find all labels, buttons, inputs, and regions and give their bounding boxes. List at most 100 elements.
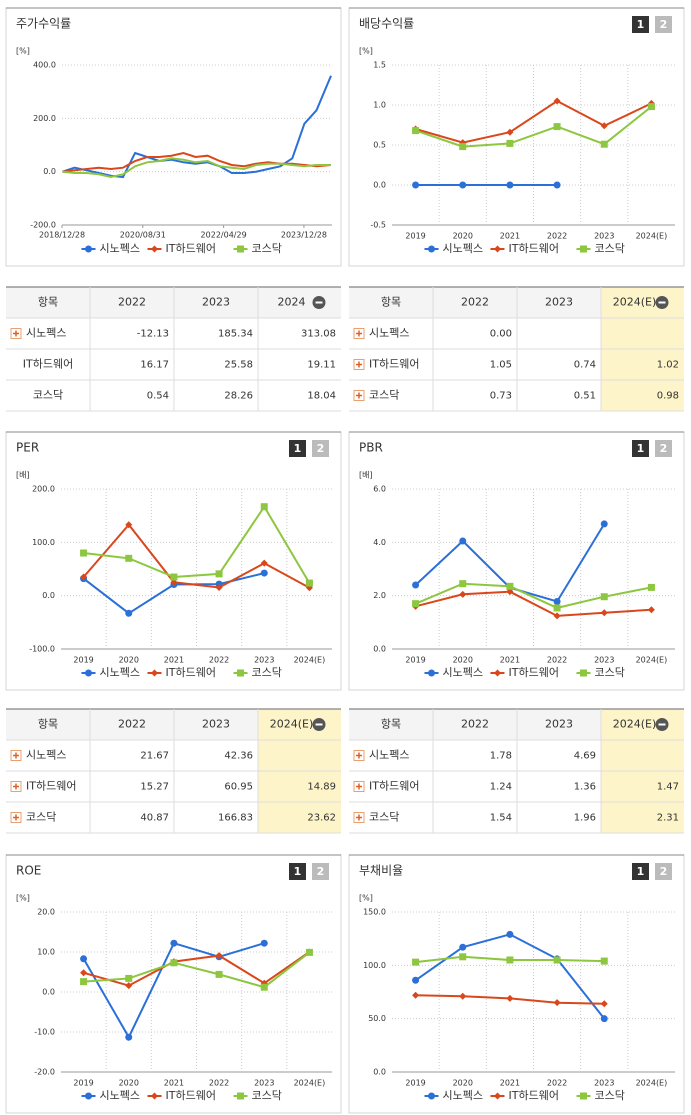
page-button-label[interactable]: 2 (317, 865, 325, 878)
x-tick-label: 2021 (500, 232, 520, 241)
point (305, 948, 313, 956)
expand-icon[interactable] (356, 783, 362, 790)
page-button[interactable] (655, 16, 672, 33)
x-tick-label: 2024(E) (636, 1079, 668, 1088)
page-button[interactable] (655, 863, 672, 880)
page-button[interactable] (655, 440, 672, 457)
table-header: 2024 (278, 296, 306, 309)
point (459, 943, 467, 951)
y-tick-label: 200.0 (33, 114, 56, 123)
expand-icon[interactable] (13, 752, 19, 759)
x-tick-label: 2020/08/31 (120, 231, 166, 240)
table-header: 항목 (38, 718, 58, 731)
x-tick-label: 2019 (405, 656, 425, 665)
expand-icon[interactable] (356, 330, 362, 337)
point (305, 579, 313, 587)
page-button[interactable] (312, 440, 329, 457)
page-button[interactable] (289, 440, 306, 457)
legend-label: 코스닥 (595, 666, 625, 679)
legend-label: 코스닥 (595, 1089, 625, 1102)
page-button-label[interactable]: 2 (660, 18, 668, 31)
cell-value: 21.67 (140, 751, 169, 762)
legend-label: 시노펙스 (443, 242, 483, 255)
point (260, 939, 268, 947)
point (553, 612, 561, 620)
cell-value: 1.24 (490, 782, 512, 793)
point (600, 957, 608, 965)
table-header: 2023 (545, 718, 573, 731)
point (125, 974, 133, 982)
point (125, 1033, 133, 1041)
legend-label: 코스닥 (252, 1089, 282, 1102)
cell-value: 60.95 (224, 782, 253, 793)
series-line (83, 951, 310, 987)
x-tick-label: 2021 (500, 1079, 520, 1088)
y-tick-label: 0.0 (373, 181, 386, 190)
point (459, 181, 467, 189)
point (412, 991, 420, 999)
point (506, 181, 514, 189)
point (553, 97, 561, 105)
page-button-label[interactable]: 1 (637, 865, 645, 878)
point (506, 956, 514, 964)
y-tick-label: 20.0 (37, 908, 55, 917)
cell-value: 1.96 (574, 813, 596, 824)
legend-symbol (494, 245, 501, 253)
x-tick-label: 2024(E) (294, 1079, 326, 1088)
point (553, 181, 561, 189)
y-tick-label: -200.0 (30, 221, 56, 230)
point (459, 590, 467, 598)
point (260, 569, 268, 577)
page-button-label[interactable]: 2 (660, 442, 668, 455)
series-line (415, 105, 653, 148)
page-button-label[interactable]: 1 (294, 442, 302, 455)
cell-value: 0.73 (490, 391, 512, 402)
page-button[interactable] (312, 863, 329, 880)
cell-value: 0.54 (147, 391, 169, 402)
series-line (415, 590, 652, 617)
expand-icon[interactable] (13, 814, 19, 821)
cell-value: 28.26 (224, 391, 253, 402)
legend-label: 코스닥 (595, 242, 625, 255)
row-name: 코스닥 (33, 389, 63, 402)
point (459, 537, 467, 545)
expand-icon[interactable] (13, 783, 19, 790)
cell-value: 14.89 (307, 782, 336, 793)
expand-icon[interactable] (356, 392, 362, 399)
point (600, 140, 608, 148)
cell-value: 1.78 (490, 751, 512, 762)
table-header: 2024(E) (613, 296, 657, 309)
row-name: 코스닥 (369, 389, 399, 402)
page-button-label[interactable]: 1 (294, 865, 302, 878)
row-name: 시노펙스 (26, 749, 66, 762)
point (506, 139, 514, 147)
page-button-label[interactable]: 1 (637, 18, 645, 31)
point (600, 520, 608, 528)
page-button[interactable] (632, 16, 649, 33)
expand-icon[interactable] (356, 361, 362, 368)
row-name: IT하드웨어 (26, 779, 76, 793)
panel (348, 431, 685, 691)
panel (5, 7, 342, 267)
table-header: 2022 (118, 718, 146, 731)
page-button[interactable] (632, 440, 649, 457)
page-button-label[interactable]: 2 (317, 442, 325, 455)
table-header: 항목 (38, 296, 58, 309)
row-name: 시노펙스 (26, 327, 66, 340)
unit-label: [%] (359, 47, 373, 56)
legend-label: 시노펙스 (443, 1089, 483, 1102)
legend-symbol (494, 669, 501, 677)
point (215, 952, 223, 960)
point (600, 593, 608, 601)
page-button-label[interactable]: 1 (637, 442, 645, 455)
expand-icon[interactable] (356, 752, 362, 759)
cell-value: 185.34 (218, 329, 253, 340)
table-header: 2024(E) (270, 718, 314, 731)
expand-icon[interactable] (356, 814, 362, 821)
x-tick-label: 2019 (405, 1079, 425, 1088)
expand-icon[interactable] (13, 330, 19, 337)
page-button[interactable] (632, 863, 649, 880)
page-button-label[interactable]: 2 (660, 865, 668, 878)
point (170, 573, 178, 581)
page-button[interactable] (289, 863, 306, 880)
